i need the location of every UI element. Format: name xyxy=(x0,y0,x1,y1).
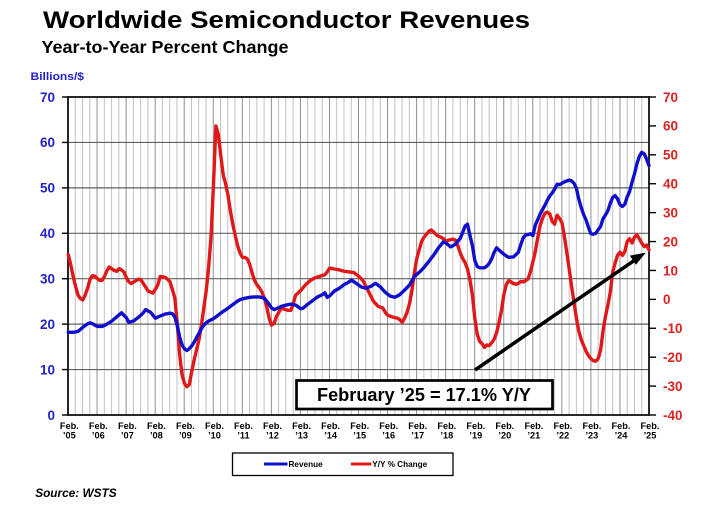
svg-text:0: 0 xyxy=(663,292,671,307)
svg-text:Feb.: Feb. xyxy=(234,421,253,431)
svg-text:’18: ’18 xyxy=(440,431,453,441)
svg-text:February ’25 = 17.1% Y/Y: February ’25 = 17.1% Y/Y xyxy=(317,385,531,405)
svg-text:Feb.: Feb. xyxy=(495,421,514,431)
svg-text:Feb.: Feb. xyxy=(350,421,369,431)
svg-text:Source: WSTS: Source: WSTS xyxy=(35,486,117,500)
svg-text:Worldwide Semiconductor Revenu: Worldwide Semiconductor Revenues xyxy=(43,7,530,34)
svg-text:Feb.: Feb. xyxy=(263,421,282,431)
svg-text:Feb.: Feb. xyxy=(321,421,340,431)
svg-text:-40: -40 xyxy=(663,408,683,423)
svg-text:20: 20 xyxy=(663,234,678,249)
svg-text:40: 40 xyxy=(663,177,678,192)
svg-text:’11: ’11 xyxy=(237,431,249,441)
svg-text:Feb.: Feb. xyxy=(176,421,195,431)
svg-text:’21: ’21 xyxy=(528,431,541,441)
svg-text:’19: ’19 xyxy=(469,431,482,441)
svg-text:60: 60 xyxy=(663,119,678,134)
svg-text:50: 50 xyxy=(663,148,678,163)
svg-text:’25: ’25 xyxy=(644,431,657,441)
svg-text:-30: -30 xyxy=(663,379,683,394)
svg-text:’13: ’13 xyxy=(295,431,308,441)
svg-text:Year-to-Year Percent Change: Year-to-Year Percent Change xyxy=(42,37,289,57)
svg-text:Feb.: Feb. xyxy=(524,421,543,431)
svg-text:Y/Y % Change: Y/Y % Change xyxy=(372,460,427,469)
svg-text:70: 70 xyxy=(663,90,678,105)
svg-text:-10: -10 xyxy=(663,321,683,336)
svg-text:’16: ’16 xyxy=(382,431,395,441)
svg-text:Feb.: Feb. xyxy=(147,421,166,431)
svg-text:’24: ’24 xyxy=(615,431,629,441)
svg-text:Feb.: Feb. xyxy=(205,421,224,431)
svg-text:Feb.: Feb. xyxy=(641,421,660,431)
svg-text:30: 30 xyxy=(663,205,678,220)
svg-text:’20: ’20 xyxy=(498,431,511,441)
svg-text:’10: ’10 xyxy=(208,431,221,441)
svg-text:10: 10 xyxy=(40,362,55,377)
svg-text:Feb.: Feb. xyxy=(466,421,485,431)
svg-text:’12: ’12 xyxy=(266,431,279,441)
svg-text:Feb.: Feb. xyxy=(60,421,79,431)
svg-text:Feb.: Feb. xyxy=(437,421,456,431)
svg-text:Feb.: Feb. xyxy=(89,421,108,431)
svg-text:’07: ’07 xyxy=(121,431,134,441)
svg-text:’05: ’05 xyxy=(63,431,76,441)
svg-text:’09: ’09 xyxy=(179,431,192,441)
svg-text:Feb.: Feb. xyxy=(379,421,398,431)
svg-text:’17: ’17 xyxy=(411,431,424,441)
svg-text:’15: ’15 xyxy=(353,431,366,441)
svg-text:Feb.: Feb. xyxy=(553,421,572,431)
svg-text:10: 10 xyxy=(663,263,678,278)
svg-text:-20: -20 xyxy=(663,350,683,365)
svg-text:Revenue: Revenue xyxy=(289,460,324,469)
svg-text:’14: ’14 xyxy=(324,431,338,441)
svg-text:’08: ’08 xyxy=(150,431,163,441)
svg-text:20: 20 xyxy=(40,317,55,332)
svg-text:30: 30 xyxy=(40,272,55,287)
svg-text:Feb.: Feb. xyxy=(292,421,311,431)
svg-text:Feb.: Feb. xyxy=(582,421,601,431)
svg-text:Billions/$: Billions/$ xyxy=(31,71,85,83)
svg-text:40: 40 xyxy=(40,226,55,241)
svg-text:60: 60 xyxy=(40,135,55,150)
svg-text:0: 0 xyxy=(47,408,55,423)
svg-text:’23: ’23 xyxy=(586,431,599,441)
svg-text:Feb.: Feb. xyxy=(612,421,631,431)
svg-text:’22: ’22 xyxy=(557,431,570,441)
svg-text:70: 70 xyxy=(40,90,55,105)
svg-text:’06: ’06 xyxy=(92,431,105,441)
svg-text:Feb.: Feb. xyxy=(408,421,427,431)
svg-text:50: 50 xyxy=(40,181,55,196)
svg-text:Feb.: Feb. xyxy=(118,421,137,431)
